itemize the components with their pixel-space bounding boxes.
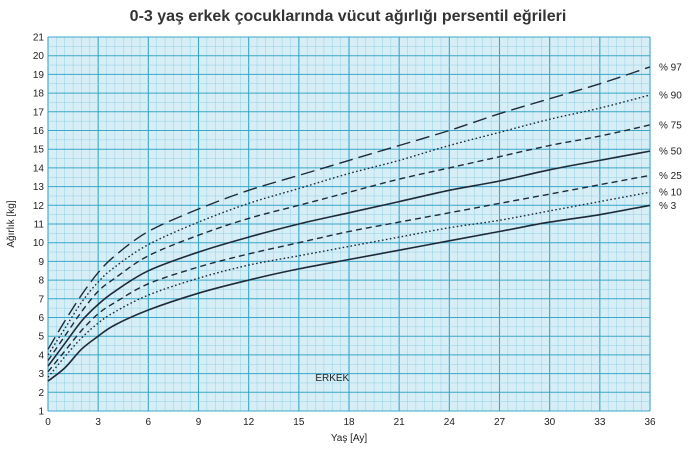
y-tick-label: 21 — [33, 33, 45, 44]
y-tick-label: 15 — [33, 145, 45, 156]
series-label: % 90 — [659, 90, 682, 101]
y-tick-label: 17 — [33, 107, 45, 118]
x-tick-label: 24 — [444, 417, 456, 428]
y-tick-label: 18 — [33, 89, 45, 100]
series-line — [47, 204, 651, 382]
y-axis-label: Ağırlık [kg] — [6, 200, 17, 247]
y-tick-label: 12 — [33, 201, 45, 212]
series-label: % 10 — [659, 188, 682, 199]
x-tick-label: 36 — [644, 417, 656, 428]
y-tick-label: 5 — [38, 332, 44, 343]
annotation-erkek: ERKEK — [315, 373, 349, 384]
x-tick-label: 30 — [544, 417, 556, 428]
x-tick-label: 3 — [95, 417, 101, 428]
series-label: % 50 — [659, 147, 682, 158]
chart-title: 0-3 yaş erkek çocuklarında vücut ağırlığ… — [129, 8, 567, 25]
series-line — [47, 191, 651, 378]
y-tick-label: 6 — [38, 313, 44, 324]
series-line — [47, 174, 651, 373]
series-label: % 3 — [659, 201, 677, 212]
y-tick-label: 16 — [33, 126, 45, 137]
x-tick-labels: 0 3 6 9 12 15 18 21 24 27 30 33 36 — [45, 417, 656, 428]
y-tick-label: 11 — [34, 220, 45, 231]
series-label: % 75 — [659, 120, 682, 131]
y-tick-label: 9 — [38, 257, 44, 268]
x-tick-label: 12 — [243, 417, 255, 428]
grid — [47, 36, 651, 412]
series-line — [47, 66, 651, 350]
y-tick-label: 10 — [33, 238, 45, 249]
series-labels: % 97 % 90 % 75 % 50 % 25 % 10 % 3 — [659, 62, 682, 211]
y-tick-label: 3 — [38, 369, 44, 380]
y-tick-label: 4 — [38, 350, 44, 361]
series-line — [47, 124, 651, 361]
x-tick-label: 21 — [394, 417, 406, 428]
y-tick-label: 14 — [33, 163, 45, 174]
y-tick-label: 19 — [33, 70, 45, 81]
x-tick-label: 27 — [494, 417, 506, 428]
series-group — [47, 66, 651, 382]
x-tick-label: 15 — [293, 417, 305, 428]
x-tick-label: 18 — [343, 417, 355, 428]
series-label: % 97 — [659, 62, 682, 73]
y-tick-label: 13 — [33, 182, 45, 193]
series-label: % 25 — [659, 171, 682, 182]
y-tick-label: 1 — [38, 407, 44, 418]
y-tick-label: 7 — [38, 294, 44, 305]
y-tick-label: 20 — [33, 51, 45, 62]
x-tick-label: 6 — [146, 417, 152, 428]
x-tick-label: 9 — [196, 417, 202, 428]
x-tick-label: 33 — [594, 417, 606, 428]
x-tick-label: 0 — [45, 417, 51, 428]
series-line — [47, 150, 651, 367]
y-tick-label: 8 — [38, 276, 44, 287]
x-axis-label: Yaş [Ay] — [331, 433, 368, 444]
y-tick-label: 2 — [38, 388, 44, 399]
